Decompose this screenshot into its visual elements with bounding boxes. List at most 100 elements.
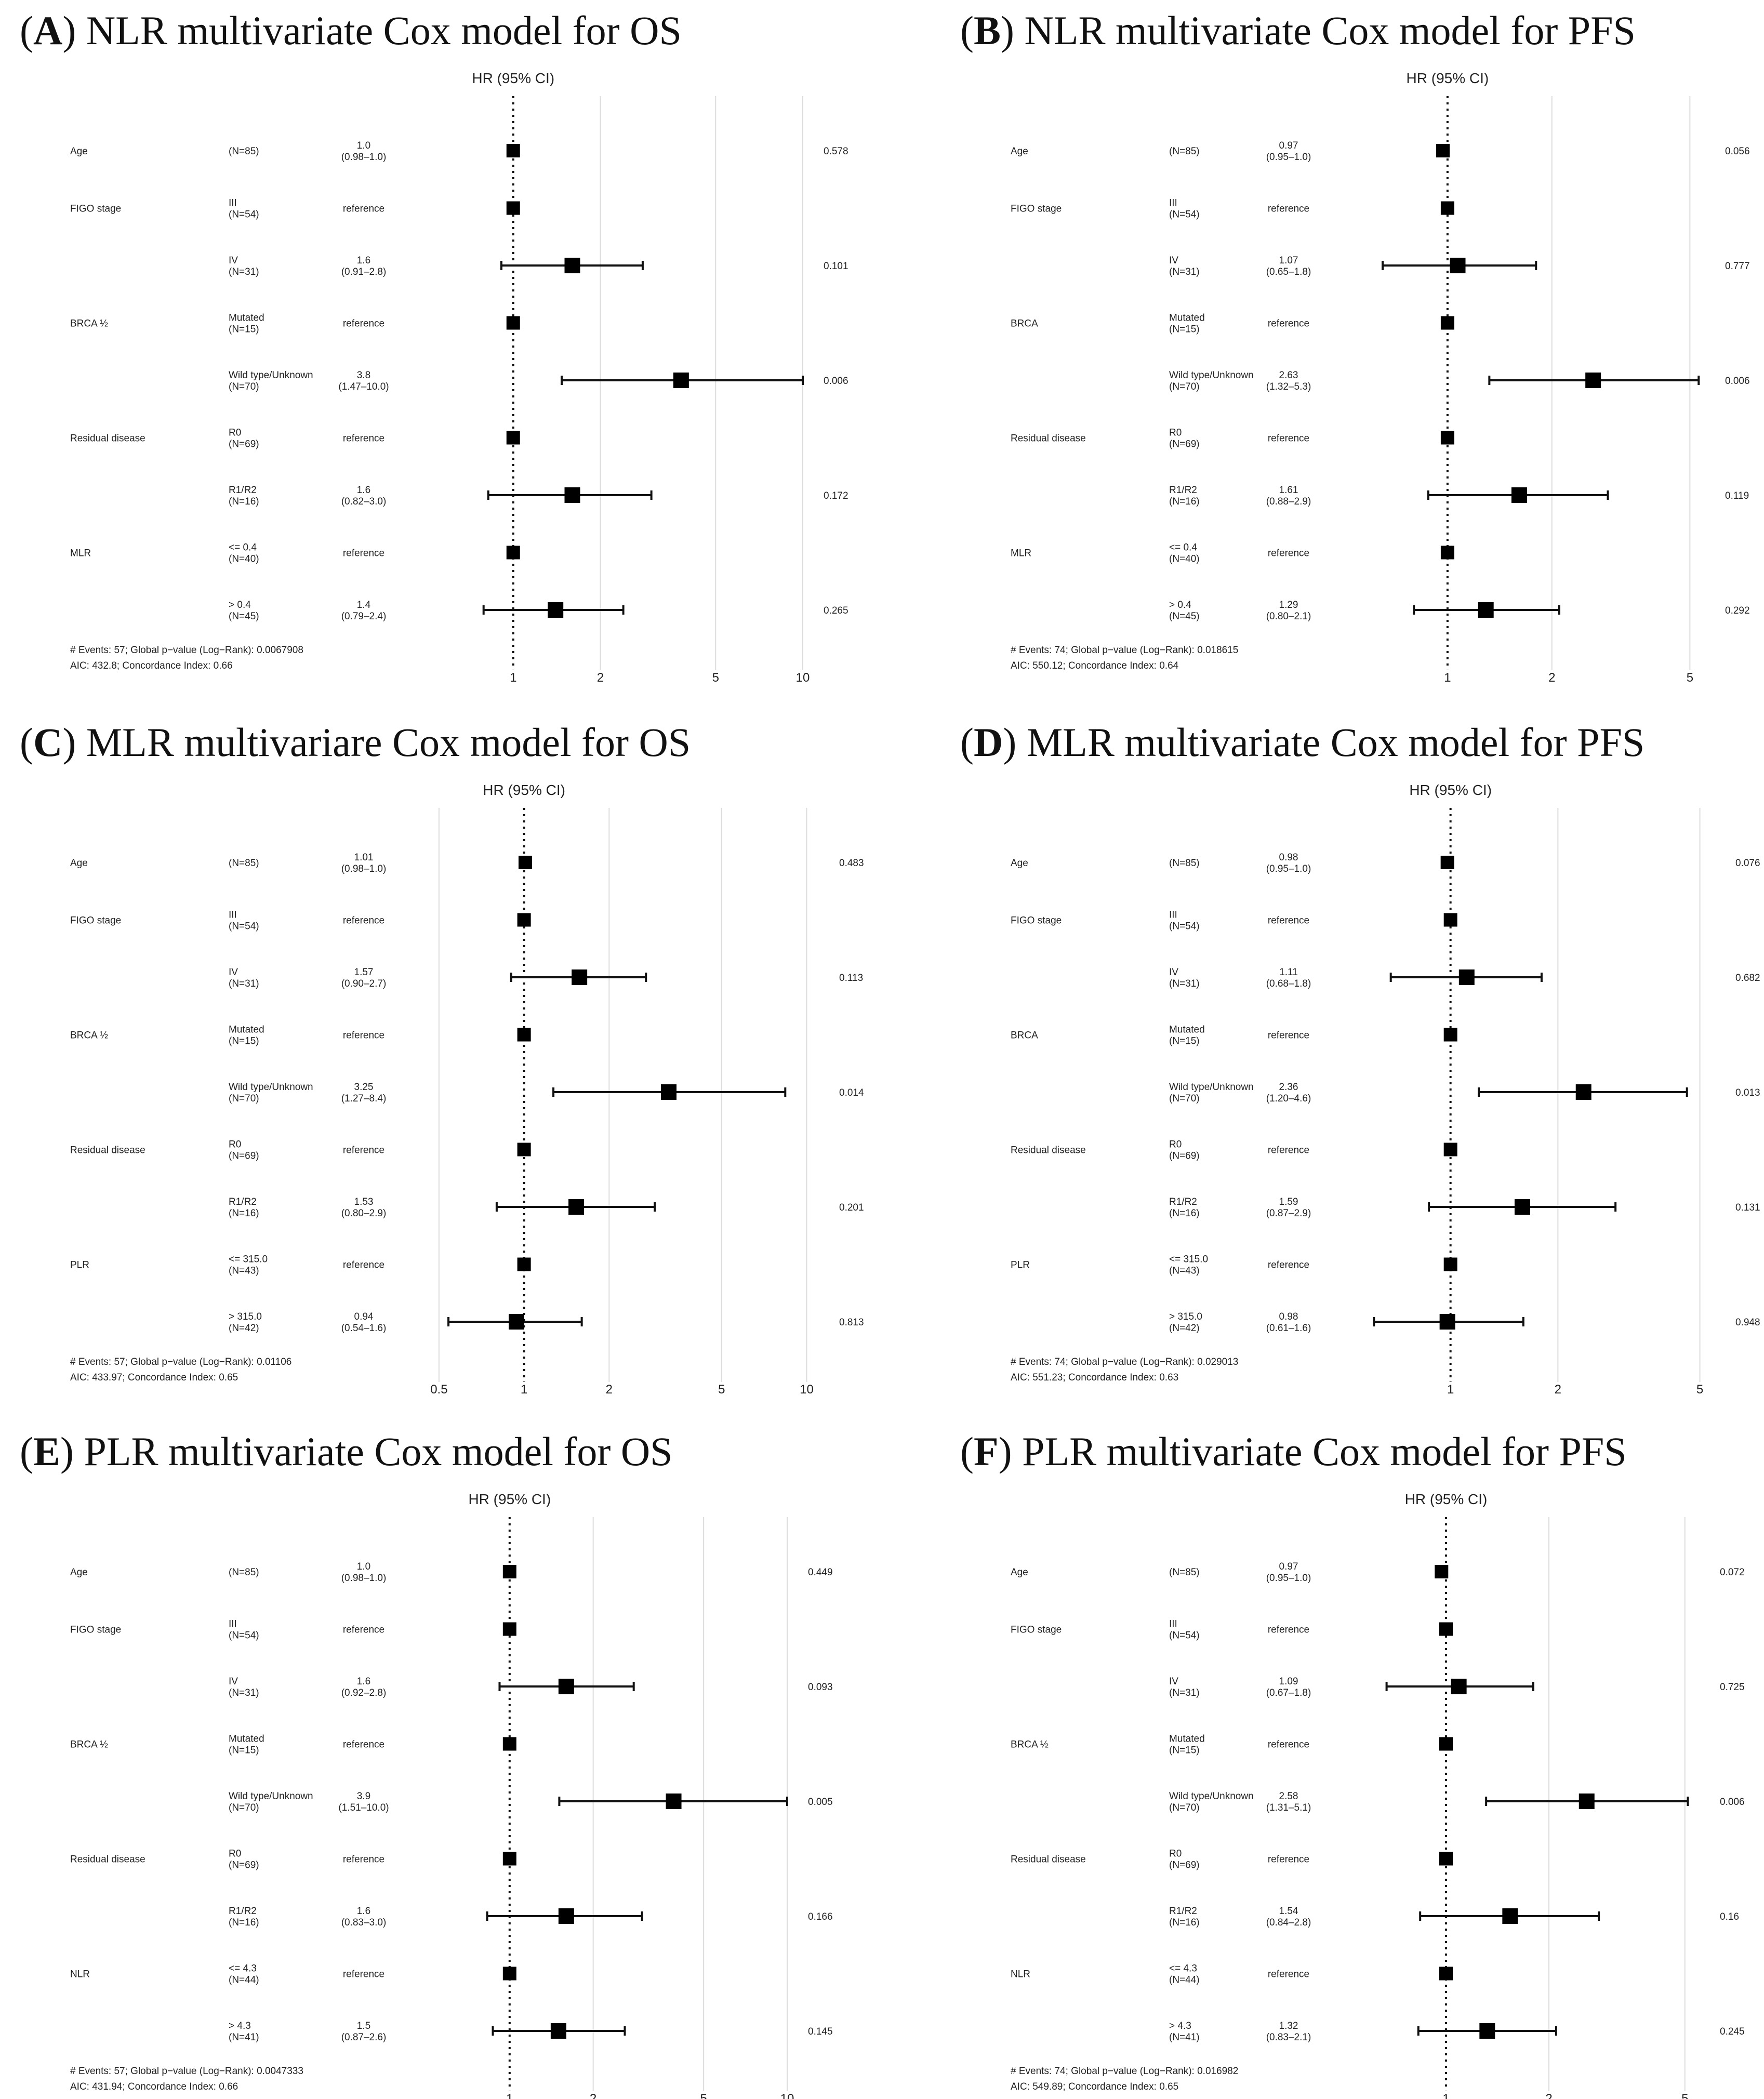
row-p-value: 0.292 [1725, 605, 1750, 616]
row-hr-value: reference [1268, 1854, 1309, 1865]
x-tick-label: 2 [606, 1383, 613, 1397]
row-hr-value: reference [343, 204, 384, 215]
x-tick-label: 1 [1442, 2092, 1449, 2099]
row-variable-label: FIGO stage [70, 1625, 121, 1636]
hr-point-estimate [517, 913, 531, 927]
title-paren-close: ) [999, 1429, 1012, 1474]
forest-row: FIGO stage III(N=54) reference [70, 1619, 516, 1641]
forest-row: BRCA ½ Mutated(N=15) reference [1011, 1734, 1453, 1756]
forest-row: Age (N=85) 0.97(0.95–1.0) 0.056 [1011, 140, 1750, 163]
footer-events: # Events: 74; Global p−value (Log−Rank):… [1011, 645, 1238, 656]
row-level-label: > 0.4 [229, 600, 251, 610]
row-ci-value: (0.80–2.1) [1266, 611, 1311, 622]
row-hr-value: reference [343, 1969, 384, 1980]
hr-point-estimate [1579, 1794, 1595, 1809]
row-ci-value: (1.31–5.1) [1266, 1802, 1311, 1813]
row-p-value: 0.093 [808, 1682, 833, 1693]
x-tick-label: 2 [1555, 1383, 1561, 1397]
row-n-label: (N=85) [229, 1567, 259, 1578]
forest-row: BRCA ½ Mutated(N=15) reference [70, 1734, 516, 1756]
row-n-label: (N=31) [1169, 267, 1200, 277]
row-variable-label: Residual disease [1011, 433, 1086, 444]
row-level-label: III [229, 910, 237, 921]
row-hr-value: 3.8 [357, 370, 370, 381]
row-variable-label: Age [70, 858, 88, 869]
footer-events: # Events: 57; Global p−value (Log−Rank):… [70, 1357, 291, 1367]
panel-d: (D) MLR multivariate Cox model for PFS HR… [960, 720, 1760, 1397]
row-ci-value: (0.87–2.9) [1266, 1208, 1311, 1219]
row-level-label: Wild type/Unknown [229, 1082, 313, 1093]
row-p-value: 0.201 [839, 1202, 864, 1213]
row-level-label: > 4.3 [1169, 2021, 1191, 2031]
row-level-label: IV [1169, 255, 1178, 266]
row-ci-value: (0.68–1.8) [1266, 978, 1311, 989]
row-ci-value: (1.32–5.3) [1266, 381, 1311, 392]
forest-row: PLR <= 315.0(N=43) reference [70, 1254, 531, 1277]
hr-point-estimate [502, 1565, 516, 1578]
row-n-label: (N=16) [1169, 1917, 1200, 1928]
forest-row: NLR <= 4.3(N=44) reference [70, 1963, 516, 1986]
row-hr-value: 1.5 [357, 2021, 370, 2031]
hr-point-estimate [508, 1314, 524, 1330]
x-tick-label: 5 [718, 1383, 725, 1397]
row-hr-value: reference [343, 1854, 384, 1865]
row-n-label: (N=54) [1169, 1630, 1200, 1641]
panel-letter: C [33, 720, 62, 765]
hr-point-estimate [506, 431, 520, 445]
row-level-label: R1/R2 [229, 485, 257, 496]
forest-row: Wild type/Unknown(N=70) 3.9(1.51–10.0) 0.0… [229, 1791, 833, 1813]
row-p-value: 0.948 [1735, 1317, 1760, 1328]
row-p-value: 0.076 [1735, 858, 1760, 869]
forest-row: Residual disease R0(N=69) reference [1011, 1849, 1453, 1871]
x-tick-label: 5 [1687, 671, 1693, 685]
row-variable-label: Age [70, 1567, 88, 1578]
row-p-value: 0.101 [824, 261, 848, 272]
row-p-value: 0.483 [839, 858, 864, 869]
forest-row: FIGO stage III(N=54) reference [70, 910, 531, 932]
row-hr-value: reference [343, 1145, 384, 1156]
hr-point-estimate [502, 1967, 516, 1981]
row-p-value: 0.006 [824, 376, 848, 387]
hr-point-estimate [564, 487, 580, 503]
panel-title: (B) NLR multivariate Cox model for PFS [960, 8, 1636, 53]
row-p-value: 0.013 [1735, 1087, 1760, 1098]
row-ci-value: (0.87–2.6) [341, 2032, 387, 2043]
ci-header: HR (95% CI) [1409, 782, 1492, 798]
hr-point-estimate [661, 1084, 677, 1100]
hr-point-estimate [1439, 1967, 1453, 1981]
row-n-label: (N=85) [229, 146, 259, 157]
row-n-label: (N=70) [229, 381, 259, 392]
row-p-value: 0.682 [1735, 973, 1760, 984]
hr-point-estimate [1440, 316, 1454, 330]
panel-f: (F) PLR multivariate Cox model for PFS HR… [960, 1429, 1745, 2099]
row-variable-label: Age [1011, 146, 1028, 157]
title-text: NLR multivariate Cox model for PFS [1014, 8, 1636, 53]
row-variable-label: FIGO stage [1011, 915, 1062, 926]
row-hr-value: 0.94 [354, 1311, 374, 1322]
row-hr-value: reference [1268, 915, 1309, 926]
row-hr-value: 0.98 [1279, 852, 1298, 863]
forest-row: R1/R2(N=16) 1.6(0.82–3.0) 0.172 [229, 485, 848, 507]
row-hr-value: 1.61 [1279, 485, 1298, 496]
panel-title: (C) MLR multivariare Cox model for OS [20, 720, 691, 765]
x-tick-label: 5 [1696, 1383, 1703, 1397]
forest-row: R1/R2(N=16) 1.6(0.83–3.0) 0.166 [229, 1906, 833, 1928]
forest-row: IV(N=31) 1.6(0.91–2.8) 0.101 [229, 255, 848, 277]
row-hr-value: 1.09 [1279, 1676, 1298, 1687]
hr-point-estimate [1440, 201, 1454, 215]
row-hr-value: 1.0 [357, 1561, 370, 1572]
row-level-label: Wild type/Unknown [229, 370, 313, 381]
forest-row: > 4.3(N=41) 1.5(0.87–2.6) 0.145 [229, 2021, 833, 2043]
footer-events: # Events: 57; Global p−value (Log−Rank):… [70, 2066, 303, 2077]
title-paren-open: ( [20, 720, 33, 765]
row-hr-value: reference [343, 548, 384, 559]
forest-row: Wild type/Unknown(N=70) 3.8(1.47–10.0) 0.0… [229, 370, 848, 392]
row-ci-value: (0.88–2.9) [1266, 496, 1311, 507]
row-ci-value: (0.98–1.0) [341, 152, 387, 163]
row-variable-label: BRCA ½ [1011, 1739, 1049, 1750]
row-ci-value: (0.95–1.0) [1266, 152, 1311, 163]
row-hr-value: 1.6 [357, 1676, 370, 1687]
hr-point-estimate [1440, 856, 1454, 869]
hr-point-estimate [568, 1199, 585, 1215]
hr-point-estimate [506, 201, 520, 215]
